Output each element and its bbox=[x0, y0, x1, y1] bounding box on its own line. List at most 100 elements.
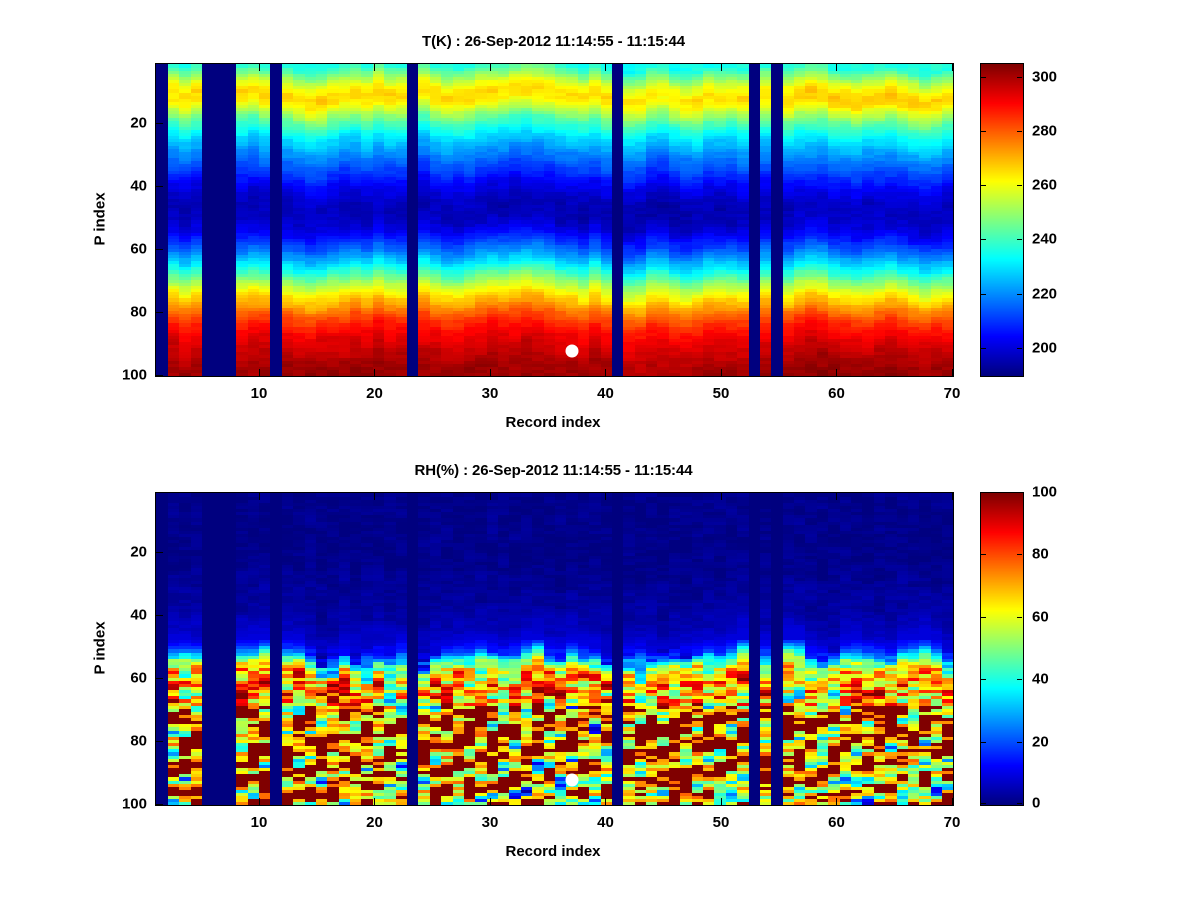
colorbar-tick-label: 0 bbox=[1032, 794, 1041, 812]
x-tick-mark-top bbox=[258, 64, 260, 71]
y-tick-label: 80 bbox=[130, 303, 147, 321]
x-tick-mark-bottom bbox=[720, 369, 722, 376]
x-tick-mark-top bbox=[836, 493, 838, 500]
y-tick-label: 100 bbox=[121, 795, 147, 813]
humidity-plot-title: RH(%) : 26-Sep-2012 11:14:55 - 11:15:44 bbox=[414, 462, 693, 479]
x-tick-mark-bottom bbox=[720, 798, 722, 805]
colorbar-tick-mark bbox=[981, 741, 986, 743]
x-tick-mark-top bbox=[952, 493, 953, 500]
x-tick-mark-bottom bbox=[489, 798, 491, 805]
x-tick-label: 40 bbox=[597, 385, 614, 402]
colorbar-tick-label: 280 bbox=[1032, 122, 1058, 140]
x-tick-label: 70 bbox=[943, 385, 961, 402]
x-tick-label: 50 bbox=[712, 814, 730, 831]
colorbar-tick-label: 220 bbox=[1032, 285, 1058, 303]
x-tick-mark-bottom bbox=[605, 798, 607, 805]
x-tick-mark-bottom bbox=[605, 369, 607, 376]
colorbar-tick-mark bbox=[981, 130, 986, 132]
temperature-colorbar[interactable] bbox=[980, 63, 1024, 377]
colorbar-tick-mark bbox=[1017, 741, 1022, 743]
humidity-heatmap-image[interactable] bbox=[156, 493, 953, 805]
colorbar-tick-mark bbox=[1017, 803, 1022, 804]
x-tick-mark-bottom bbox=[836, 798, 838, 805]
temperature-heatmap-image[interactable] bbox=[156, 64, 953, 376]
x-tick-mark-top bbox=[605, 64, 607, 71]
colorbar-tick-label: 20 bbox=[1032, 733, 1049, 751]
y-tick-label: 40 bbox=[130, 177, 147, 195]
humidity-y-axis-label: P index bbox=[91, 621, 109, 675]
x-tick-mark-bottom bbox=[952, 369, 953, 376]
colorbar-tick-mark bbox=[981, 492, 986, 493]
colorbar-tick-mark bbox=[1017, 679, 1022, 681]
colorbar-tick-mark bbox=[981, 347, 986, 349]
colorbar-tick-mark bbox=[1017, 76, 1022, 78]
y-tick-mark bbox=[156, 804, 163, 805]
colorbar-tick-mark bbox=[981, 76, 986, 78]
colorbar-tick-mark bbox=[1017, 554, 1022, 556]
y-tick-mark bbox=[156, 677, 163, 679]
colorbar-tick-label: 240 bbox=[1032, 230, 1058, 248]
temperature-x-axis-label: Record index bbox=[505, 414, 601, 431]
colorbar-tick-label: 100 bbox=[1032, 483, 1058, 501]
y-tick-label: 80 bbox=[130, 732, 147, 750]
x-tick-label: 10 bbox=[250, 814, 268, 831]
colorbar-tick-mark bbox=[981, 679, 986, 681]
y-tick-mark bbox=[156, 122, 163, 124]
x-tick-label: 60 bbox=[828, 814, 845, 831]
humidity-heatmap-axes[interactable] bbox=[155, 492, 954, 806]
humidity-colorbar[interactable] bbox=[980, 492, 1024, 806]
x-tick-label: 50 bbox=[712, 385, 730, 402]
colorbar-tick-label: 40 bbox=[1032, 670, 1049, 688]
temperature-heatmap-axes[interactable] bbox=[155, 63, 954, 377]
y-tick-label: 20 bbox=[130, 114, 147, 132]
colorbar-tick-mark bbox=[1017, 185, 1022, 187]
x-tick-mark-top bbox=[489, 64, 491, 71]
x-tick-mark-bottom bbox=[374, 798, 376, 805]
x-tick-mark-bottom bbox=[258, 369, 260, 376]
y-tick-mark bbox=[156, 551, 163, 553]
x-tick-label: 30 bbox=[481, 385, 499, 402]
x-tick-mark-bottom bbox=[374, 369, 376, 376]
x-tick-mark-top bbox=[258, 493, 260, 500]
y-tick-label: 60 bbox=[130, 240, 147, 258]
colorbar-tick-mark bbox=[1017, 347, 1022, 349]
colorbar-tick-mark bbox=[981, 239, 986, 241]
colorbar-tick-label: 300 bbox=[1032, 68, 1058, 86]
temperature-selected-profile-marker[interactable] bbox=[565, 344, 579, 358]
x-tick-mark-top bbox=[374, 493, 376, 500]
colorbar-tick-mark bbox=[1017, 239, 1022, 241]
x-tick-label: 20 bbox=[366, 385, 383, 402]
colorbar-tick-label: 200 bbox=[1032, 339, 1058, 357]
y-tick-mark bbox=[156, 614, 163, 616]
x-tick-mark-top bbox=[952, 64, 953, 71]
colorbar-tick-mark bbox=[981, 554, 986, 556]
x-tick-mark-top bbox=[489, 493, 491, 500]
y-tick-label: 100 bbox=[121, 366, 147, 384]
colorbar-tick-mark bbox=[1017, 293, 1022, 295]
x-tick-label: 60 bbox=[828, 385, 845, 402]
y-tick-label: 60 bbox=[130, 669, 147, 687]
temperature-plot-title: T(K) : 26-Sep-2012 11:14:55 - 11:15:44 bbox=[422, 33, 685, 50]
colorbar-tick-mark bbox=[1017, 130, 1022, 132]
x-tick-label: 10 bbox=[250, 385, 268, 402]
y-tick-mark bbox=[156, 185, 163, 187]
y-tick-mark bbox=[156, 375, 163, 376]
colorbar-tick-label: 260 bbox=[1032, 176, 1058, 194]
x-tick-mark-top bbox=[720, 493, 722, 500]
x-tick-mark-top bbox=[605, 493, 607, 500]
temperature-y-axis-label: P index bbox=[91, 192, 109, 246]
x-tick-label: 70 bbox=[943, 814, 961, 831]
x-tick-label: 40 bbox=[597, 814, 614, 831]
colorbar-tick-mark bbox=[1017, 492, 1022, 493]
y-tick-label: 40 bbox=[130, 606, 147, 624]
y-tick-mark bbox=[156, 248, 163, 250]
humidity-selected-profile-marker[interactable] bbox=[565, 773, 579, 787]
colorbar-tick-label: 60 bbox=[1032, 608, 1049, 626]
colorbar-tick-label: 80 bbox=[1032, 545, 1049, 563]
temperature-colorbar-gradient bbox=[981, 64, 1023, 376]
x-tick-mark-bottom bbox=[258, 798, 260, 805]
x-tick-mark-bottom bbox=[836, 369, 838, 376]
colorbar-tick-mark bbox=[981, 803, 986, 804]
y-tick-mark bbox=[156, 740, 163, 742]
